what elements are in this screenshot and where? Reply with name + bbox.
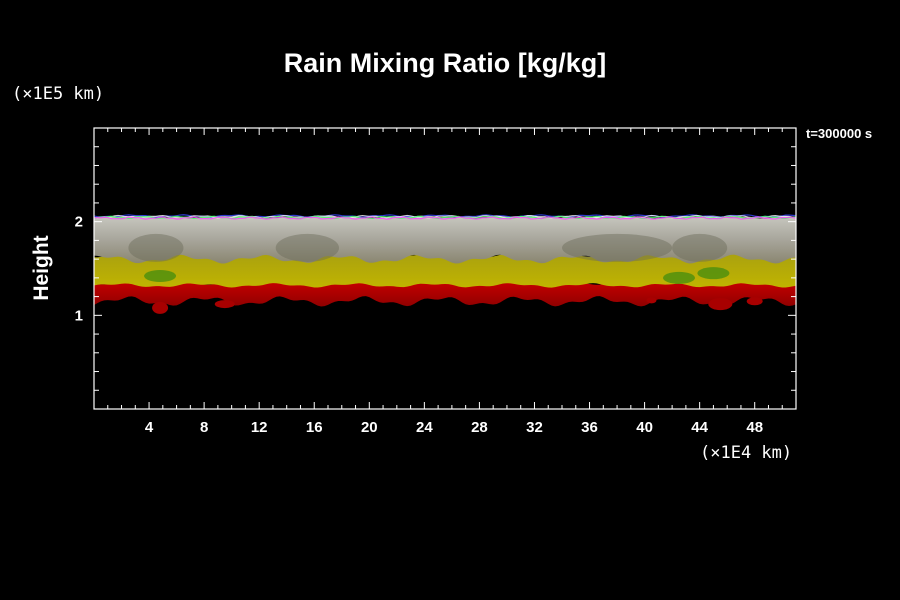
x-tick-label: 12 [251,419,268,436]
x-tick-label: 48 [746,419,763,436]
cloud-structure [128,233,184,262]
x-tick-label: 20 [361,419,378,436]
top-fringe-line [94,216,796,220]
rain-drip [708,298,733,311]
rain-drip [746,297,763,306]
cloud-structure [275,233,340,262]
cloud-structure [562,233,673,262]
x-tick-label: 24 [416,419,433,436]
cloud-structure [672,233,728,262]
red-rain-layer [94,280,796,307]
y-axis-unit: (×1E5 km) [12,84,105,104]
y-tick-label: 1 [75,307,83,324]
rain-drip [646,297,657,304]
x-tick-label: 28 [471,419,488,436]
time-label: t=300000 s [806,126,873,141]
y-tick-label: 2 [75,214,83,231]
x-tick-label: 40 [636,419,653,436]
x-tick-label: 8 [200,419,208,436]
x-axis-unit: (×1E4 km) [700,443,793,463]
x-tick-label: 16 [306,419,323,436]
rain-drip [214,300,235,309]
plot-frame [93,127,797,410]
gray-rain-layer [94,215,796,264]
x-tick-label: 36 [581,419,598,436]
top-fringe-line [94,214,796,218]
x-tick-label: 44 [691,419,708,436]
green-patch [697,267,730,280]
chart-title: Rain Mixing Ratio [kg/kg] [283,48,607,78]
green-patch [663,271,695,284]
x-tick-label: 32 [526,419,543,436]
x-tick-label: 4 [145,419,154,436]
rain-drip [152,301,169,314]
green-patch [144,269,177,282]
